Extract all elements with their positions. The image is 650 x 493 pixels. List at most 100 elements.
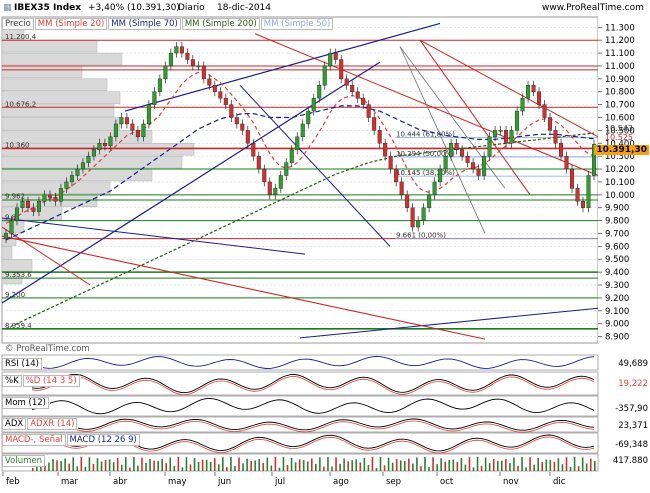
candle-body xyxy=(570,168,575,189)
volume-bar xyxy=(541,462,544,471)
volume-bar xyxy=(197,461,200,471)
y-tick-label: 9.700 xyxy=(605,229,629,239)
volume-bar xyxy=(416,457,418,471)
volume-profile-label: 9.962 xyxy=(5,193,25,201)
volume-bar xyxy=(76,466,79,471)
candle-body xyxy=(449,143,454,157)
candle-body xyxy=(377,130,382,144)
candle-body xyxy=(251,143,256,157)
candle-body xyxy=(240,123,245,131)
legend-price[interactable]: Precio xyxy=(2,18,34,30)
candle-body xyxy=(388,155,393,170)
volume-bar xyxy=(161,458,163,471)
volume-bar xyxy=(56,460,58,471)
volume-bar xyxy=(266,457,269,471)
candle-body xyxy=(504,130,509,144)
candle-body xyxy=(394,168,399,183)
y-tick-label: 10.800 xyxy=(605,88,635,98)
volume-bar xyxy=(501,460,503,471)
volume-bar xyxy=(359,462,362,471)
volume-bar xyxy=(88,457,91,471)
volume-bar xyxy=(278,467,281,471)
candle-body xyxy=(592,144,597,176)
y-tick-label: 11.300 xyxy=(605,23,635,33)
volume-bar xyxy=(403,461,406,471)
volume-bar xyxy=(310,458,313,471)
last-price-badge: 10.391,30 xyxy=(594,145,649,155)
candle-body xyxy=(454,143,459,150)
volume-bar xyxy=(436,464,438,471)
volume-bar xyxy=(488,463,491,471)
fib-label: 9.661 (0,00%) xyxy=(396,231,446,239)
volume-bar xyxy=(137,465,139,471)
candle-body xyxy=(520,97,525,112)
y-tick-label: 10.400 xyxy=(605,139,635,149)
candle-body xyxy=(471,162,476,170)
candle-body xyxy=(9,220,14,234)
volume-bar xyxy=(100,461,103,471)
x-tick-label: jun xyxy=(217,477,231,487)
y-tick-label: 9.400 xyxy=(605,268,629,278)
volume-profile-bar xyxy=(1,130,153,143)
watermark-text: © ProRealTime.com xyxy=(5,344,90,354)
volume-bar xyxy=(432,457,434,471)
candle-body xyxy=(135,130,140,138)
legend-mm70[interactable]: MM (Simple 70) xyxy=(108,18,181,30)
volume-bar xyxy=(173,465,176,471)
candle-body xyxy=(64,181,69,189)
candle-body xyxy=(487,136,492,157)
candle-body xyxy=(31,207,36,212)
candle-body xyxy=(317,85,322,99)
x-tick-label: oct xyxy=(440,477,454,487)
legend-mm200[interactable]: MM (Simple 200) xyxy=(181,18,260,30)
date-label: 18-dic-2014 xyxy=(217,3,272,13)
volume-bar xyxy=(157,460,159,471)
side-price-label: 10.543 xyxy=(605,124,633,133)
volume-bar xyxy=(108,459,111,471)
candle-body xyxy=(47,194,52,198)
volume-bar xyxy=(189,464,192,471)
volume-bar xyxy=(399,460,402,471)
volume-bar xyxy=(124,457,127,471)
y-tick-label: 10.700 xyxy=(605,101,635,111)
volume-profile-bar xyxy=(1,65,83,79)
candle-body xyxy=(229,104,234,118)
volume-bar xyxy=(585,463,588,471)
y-tick-label: 11.100 xyxy=(605,49,635,59)
volume-bar xyxy=(343,458,345,471)
volume-bar xyxy=(116,457,119,471)
candle-body xyxy=(146,104,151,125)
volume-bar xyxy=(201,459,204,471)
candle-body xyxy=(333,52,338,60)
candle-body xyxy=(509,130,514,144)
candle-body xyxy=(223,97,228,105)
candle-body xyxy=(108,136,113,147)
volume-bar xyxy=(270,465,273,471)
volume-bar xyxy=(177,457,180,471)
volume-bar xyxy=(258,459,261,471)
volume-bar xyxy=(282,457,285,471)
candle-body xyxy=(80,162,85,170)
candle-body xyxy=(416,220,421,228)
candle-body xyxy=(355,91,360,99)
volume-bar xyxy=(424,457,426,471)
volume-bar xyxy=(217,464,220,471)
candle-body xyxy=(300,123,305,138)
candle-body xyxy=(58,188,63,202)
candle-body xyxy=(245,130,250,144)
y-tick-label: 10.600 xyxy=(605,114,635,124)
volume-bar xyxy=(165,463,168,471)
candle-body xyxy=(581,201,586,208)
volume-bar xyxy=(594,461,596,471)
moving-average-line xyxy=(5,71,595,224)
legend-mm50[interactable]: MM (Simple 50) xyxy=(260,18,334,30)
candle-body xyxy=(410,207,415,228)
x-tick-label: jul xyxy=(274,477,285,487)
legend-mm20[interactable]: MM (Simple 20) xyxy=(34,18,108,30)
volume-bar xyxy=(250,460,252,471)
volume-bar xyxy=(209,461,212,471)
candle-body xyxy=(124,117,129,125)
volume-profile-bar xyxy=(1,246,13,259)
volume-bar xyxy=(290,457,293,471)
